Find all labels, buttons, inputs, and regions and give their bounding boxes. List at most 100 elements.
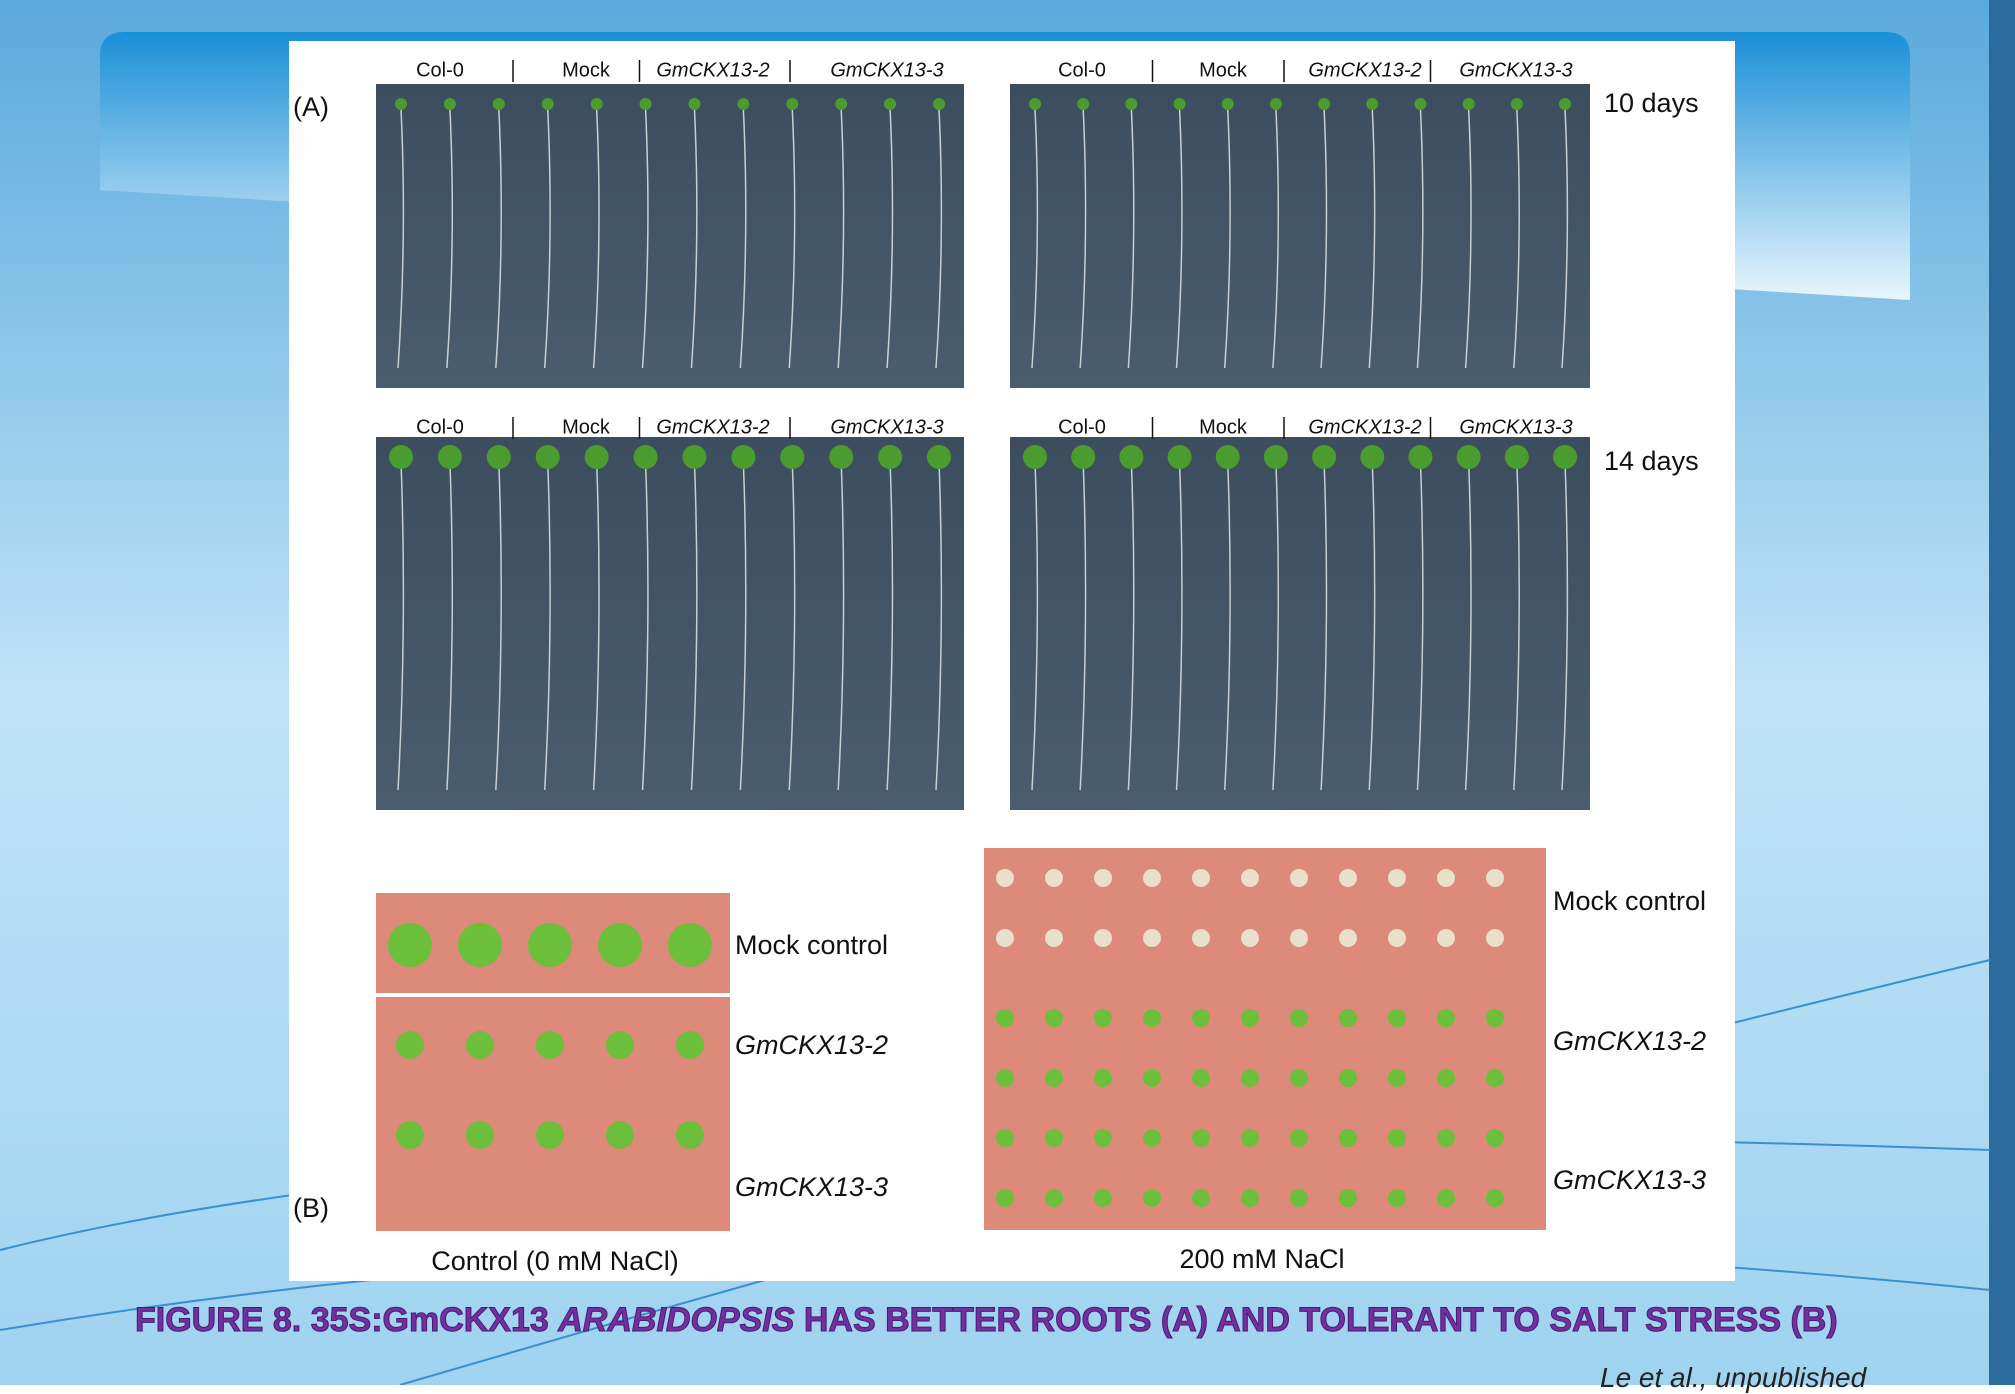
seedling: [731, 445, 755, 469]
group-label: GmCKX13-2: [656, 416, 769, 438]
seedling: [1339, 1129, 1357, 1147]
seedling: [1339, 869, 1357, 887]
seedling: [1339, 1069, 1357, 1087]
seedling: [1486, 929, 1504, 947]
seedling: [1366, 98, 1378, 110]
seedling: [1339, 1189, 1357, 1207]
plate: [376, 437, 964, 810]
seedling: [1143, 929, 1161, 947]
seedling: [1559, 98, 1571, 110]
seedling: [878, 445, 902, 469]
seedling: [1192, 929, 1210, 947]
seedling: [1094, 869, 1112, 887]
group-label: GmCKX13-2: [656, 59, 769, 81]
seedling: [606, 1031, 634, 1059]
seedling: [1339, 929, 1357, 947]
seedling: [1045, 1189, 1063, 1207]
group-label: Col-0: [416, 59, 464, 81]
row-label: Mock control: [735, 930, 888, 960]
seedling: [388, 923, 432, 967]
seedling: [1045, 929, 1063, 947]
seedling: [536, 1121, 564, 1149]
seedling: [1486, 1189, 1504, 1207]
seedling: [1077, 98, 1089, 110]
seedling: [1414, 98, 1426, 110]
caption-text: FIGURE 8. 35S:GmCKX13: [135, 1301, 558, 1339]
seedling: [668, 923, 712, 967]
seedling: [395, 98, 407, 110]
panel-label: (B): [293, 1193, 329, 1223]
seedling: [1045, 1129, 1063, 1147]
seedling: [1071, 445, 1095, 469]
group-label: Col-0: [1058, 416, 1106, 438]
seedling: [1143, 1069, 1161, 1087]
group-label: GmCKX13-3: [1459, 416, 1572, 438]
seedling: [1290, 1069, 1308, 1087]
time-label: 14 days: [1604, 446, 1699, 476]
row-label: GmCKX13-3: [735, 1172, 888, 1202]
seedling: [536, 1031, 564, 1059]
caption: FIGURE 8. 35S:GmCKX13 ARABIDOPSIS HAS BE…: [135, 1300, 1935, 1340]
seedling: [1264, 445, 1288, 469]
seedling: [1388, 1189, 1406, 1207]
group-label: Mock: [1199, 416, 1248, 438]
seedling: [1045, 1009, 1063, 1027]
plate: [984, 848, 1546, 1230]
seedling: [1045, 869, 1063, 887]
seedling: [1290, 869, 1308, 887]
condition-label: 200 mM NaCl: [1179, 1244, 1344, 1274]
seedling: [1192, 1069, 1210, 1087]
seedling: [1119, 445, 1143, 469]
seedling: [1241, 1189, 1259, 1207]
seedling: [1360, 445, 1384, 469]
seedling: [927, 445, 951, 469]
seedling: [1437, 1009, 1455, 1027]
seedling: [1511, 98, 1523, 110]
seedling: [487, 445, 511, 469]
seedling: [606, 1121, 634, 1149]
row-label: GmCKX13-2: [1553, 1026, 1706, 1056]
seedling: [1388, 1069, 1406, 1087]
row-label: GmCKX13-3: [1553, 1165, 1706, 1195]
plate: [376, 84, 964, 388]
seedling: [1388, 1129, 1406, 1147]
seedling: [1029, 98, 1041, 110]
seedling: [682, 445, 706, 469]
slide: (A) 10 days 14 days (B) Mock control GmC…: [0, 0, 2015, 1385]
seedling: [1312, 445, 1336, 469]
seedling: [1192, 869, 1210, 887]
seedling: [1241, 1129, 1259, 1147]
seedling: [1486, 1009, 1504, 1027]
seedling: [591, 98, 603, 110]
plate: [1010, 84, 1590, 388]
panel-label: (A): [293, 92, 329, 122]
seedling: [996, 869, 1014, 887]
seedling: [1388, 929, 1406, 947]
seedling: [1318, 98, 1330, 110]
seedling: [1143, 1009, 1161, 1027]
seedling: [996, 1129, 1014, 1147]
seedling: [542, 98, 554, 110]
seedling: [1192, 1129, 1210, 1147]
seedling: [1143, 1189, 1161, 1207]
time-label: 10 days: [1604, 88, 1699, 118]
plate: [1010, 437, 1590, 810]
seedling: [688, 98, 700, 110]
group-label: GmCKX13-2: [1308, 59, 1421, 81]
group-label: GmCKX13-3: [1459, 59, 1572, 81]
seedling: [1486, 869, 1504, 887]
seedling: [640, 98, 652, 110]
page: (A) 10 days 14 days (B) Mock control GmC…: [0, 0, 2015, 1385]
seedling: [1290, 929, 1308, 947]
seedling: [1094, 929, 1112, 947]
seedling: [1023, 445, 1047, 469]
seedling: [1241, 929, 1259, 947]
seedling: [1143, 869, 1161, 887]
seedling: [1174, 98, 1186, 110]
group-label: Mock: [562, 59, 611, 81]
caption-italic: ARABIDOPSIS: [558, 1301, 794, 1339]
seedling: [1457, 445, 1481, 469]
seedling: [1216, 445, 1240, 469]
seedling: [996, 929, 1014, 947]
seedling: [1437, 1129, 1455, 1147]
